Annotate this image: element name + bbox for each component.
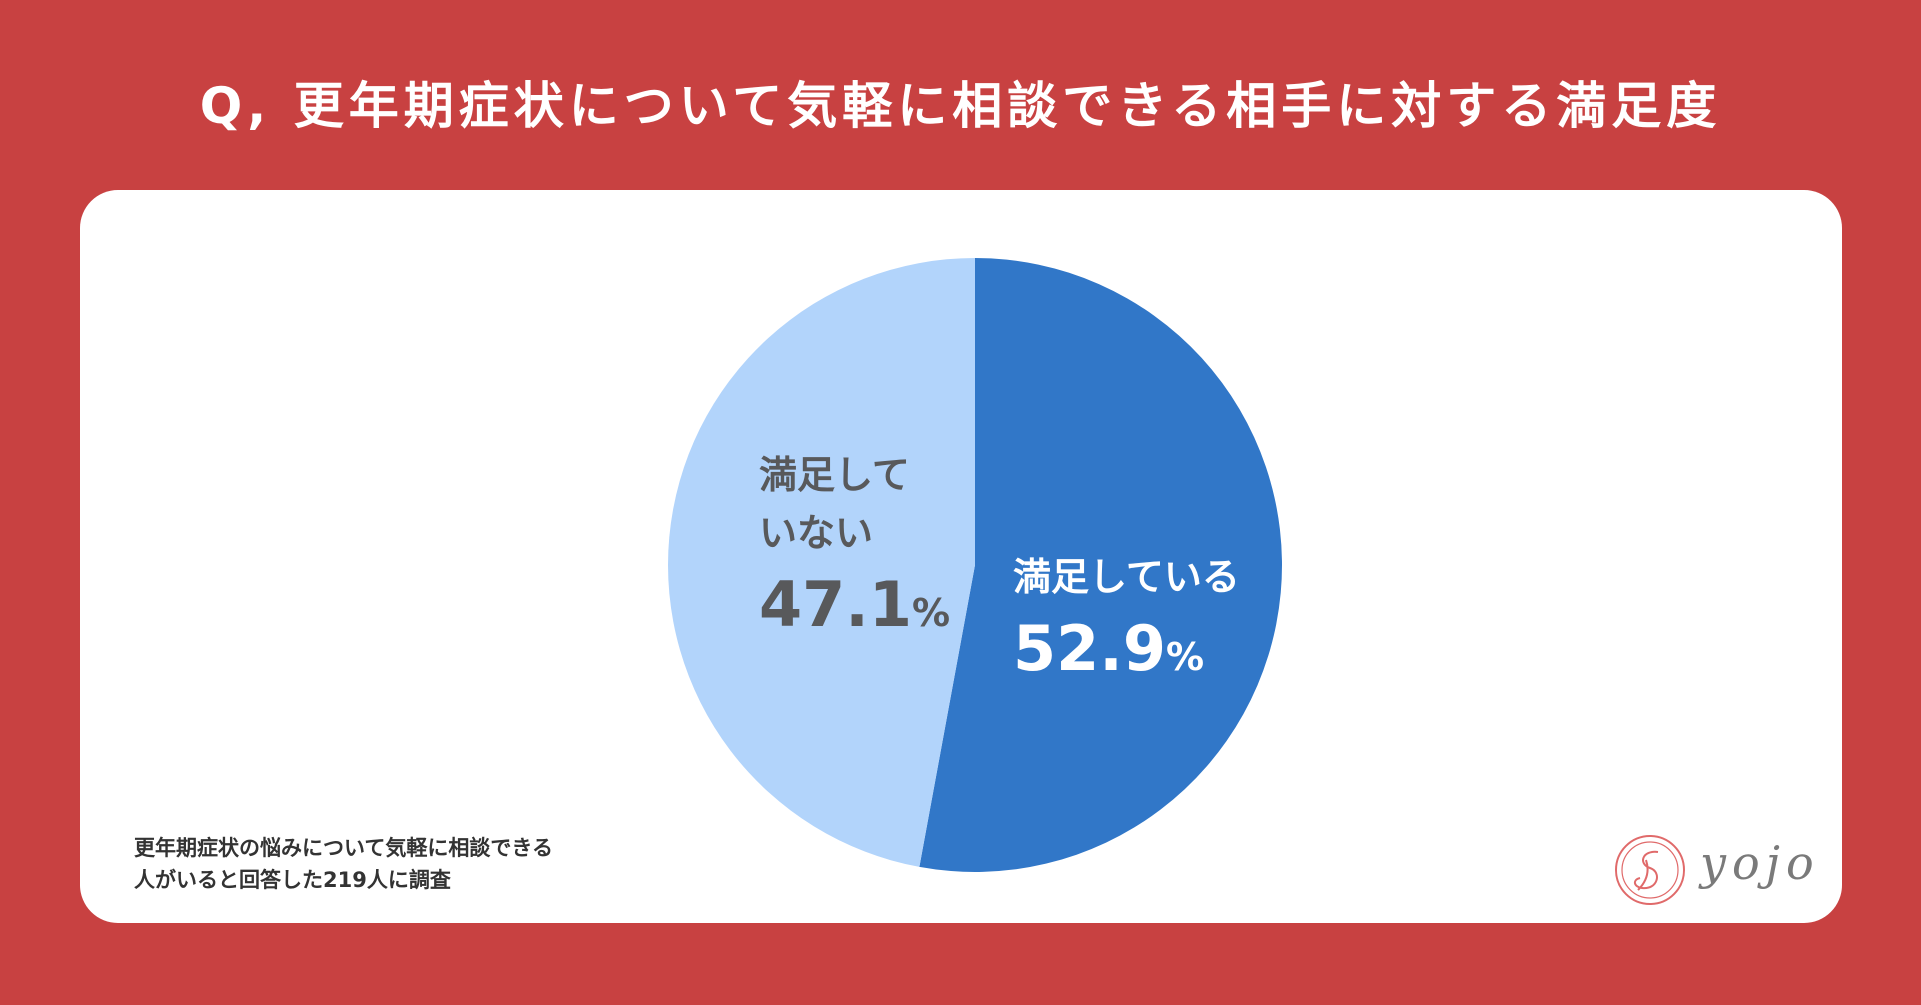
- logo-text: yojo: [1700, 836, 1820, 890]
- survey-note: 更年期症状の悩みについて気軽に相談できる 人がいると回答した219人に調査: [134, 832, 553, 896]
- slice-category-satisfied: 満足している: [1013, 555, 1240, 599]
- slice-label-not-satisfied: 満足していない 47.1%: [759, 446, 951, 641]
- survey-note-line2: 人がいると回答した219人に調査: [134, 868, 451, 892]
- survey-note-line1: 更年期症状の悩みについて気軽に相談できる: [134, 836, 553, 860]
- logo-emblem-icon: [1615, 835, 1685, 905]
- slice-value-satisfied: 52.9%: [1013, 612, 1205, 685]
- slice-label-satisfied: 満足している 52.9%: [1013, 548, 1293, 685]
- pie-slice-not-satisfied: [668, 258, 975, 867]
- page-title: Q, 更年期症状について気軽に相談できる相手に対する満足度: [199, 77, 1722, 135]
- pie-slice-satisfied: [919, 258, 1283, 873]
- slice-category-not-satisfied: 満足していない: [759, 453, 910, 555]
- pie-chart: [668, 258, 1283, 873]
- chart-card: 満足している 52.9% 満足していない 47.1% 更年期症状の悩みについて気…: [80, 190, 1842, 923]
- slice-value-not-satisfied: 47.1%: [759, 568, 951, 641]
